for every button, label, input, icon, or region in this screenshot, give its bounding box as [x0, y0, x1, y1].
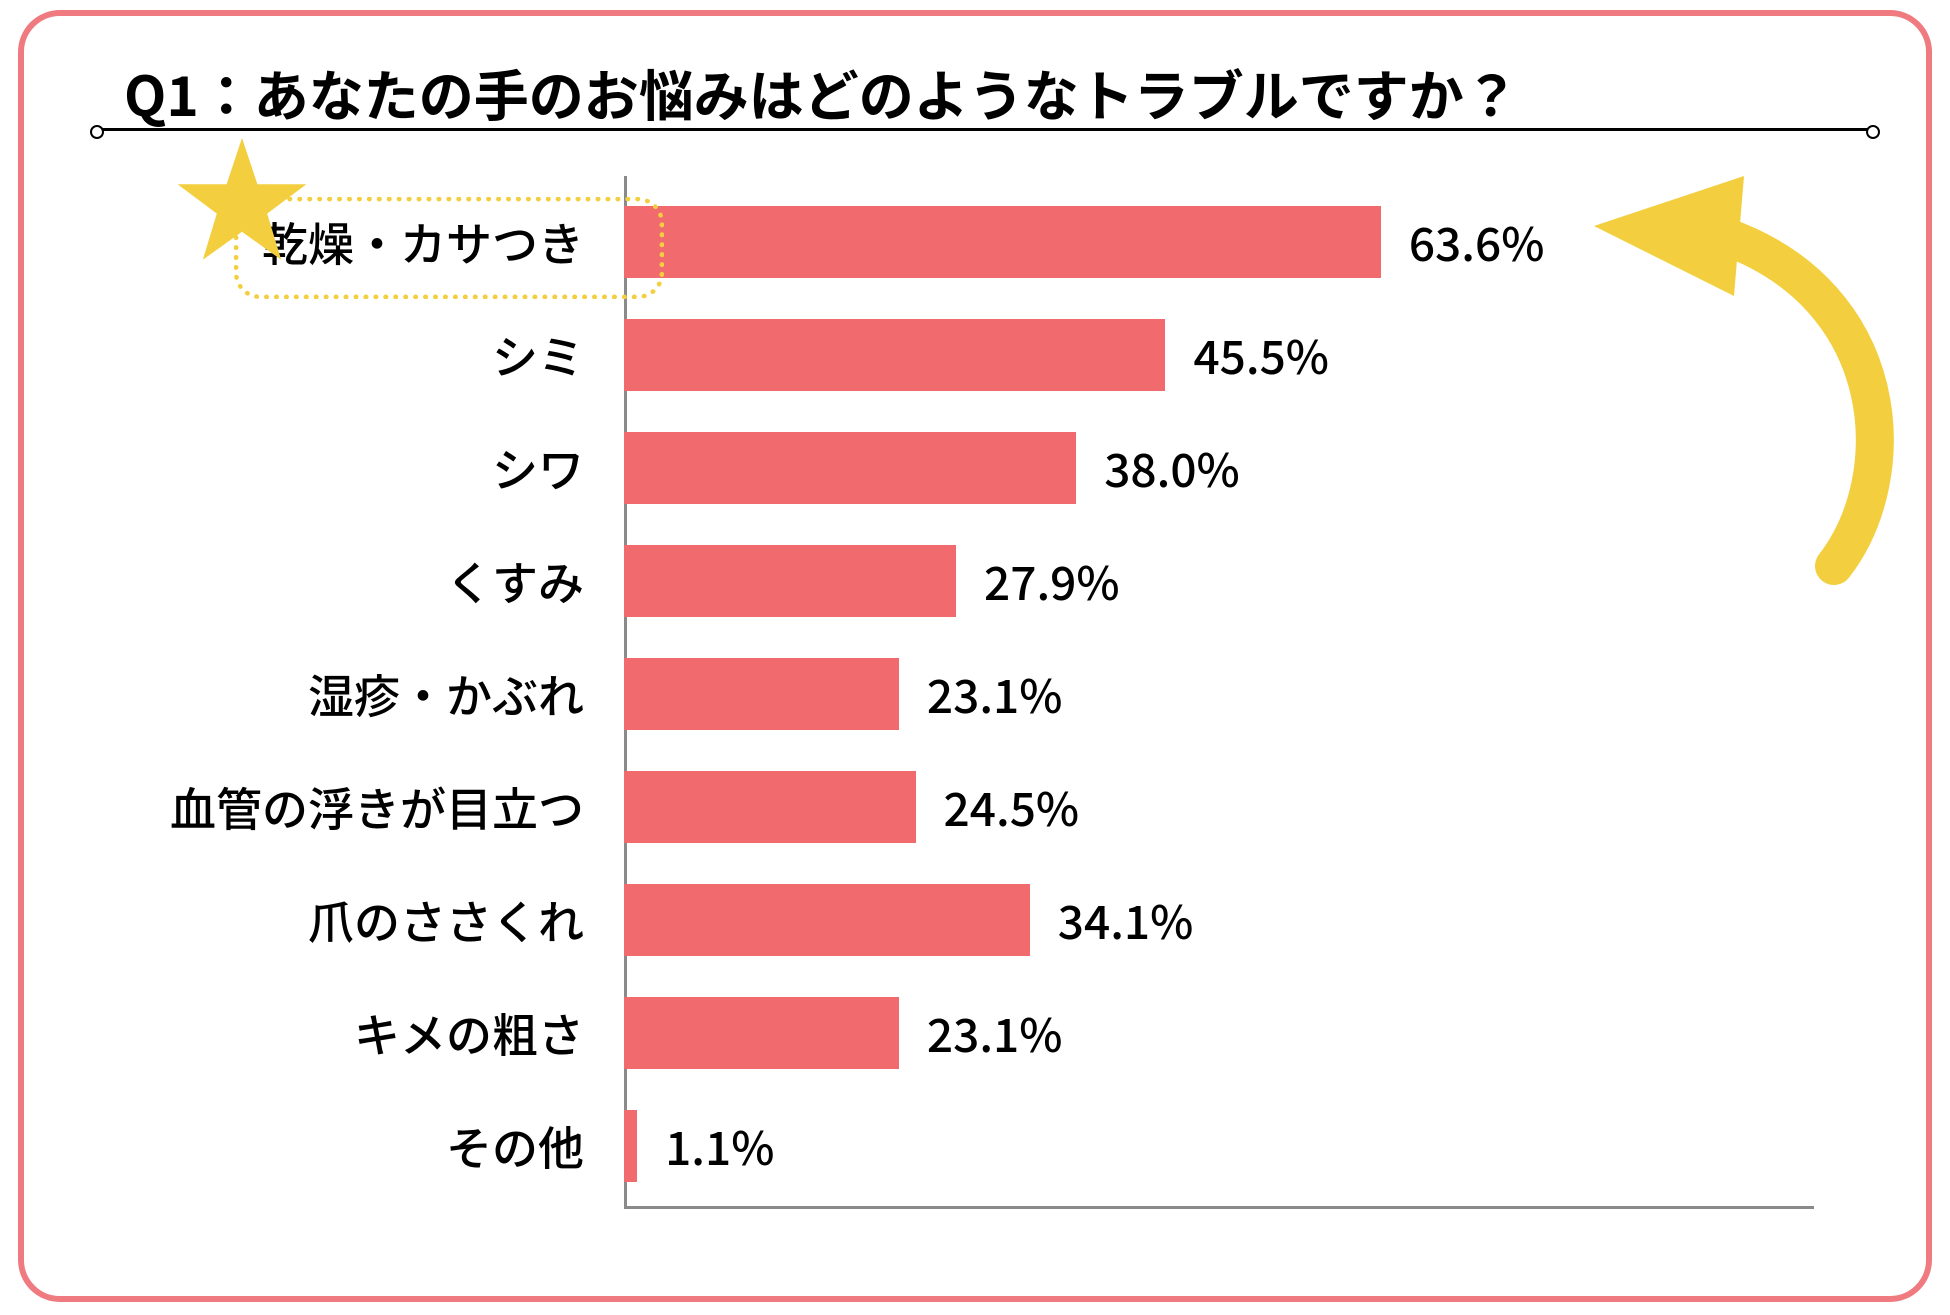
bar-row: 血管の浮きが目立つ24.5%: [624, 771, 1814, 843]
value-label: 38.0%: [1104, 435, 1240, 501]
value-label: 63.6%: [1409, 209, 1545, 275]
bar-row: その他1.1%: [624, 1110, 1814, 1182]
value-label: 1.1%: [665, 1113, 774, 1179]
value-label: 24.5%: [944, 774, 1080, 840]
bar-row: 爪のささくれ34.1%: [624, 884, 1814, 956]
category-label: キメの粗さ: [354, 1000, 624, 1066]
category-label: 血管の浮きが目立つ: [170, 774, 624, 840]
category-label: その他: [446, 1113, 624, 1179]
bar: [624, 771, 916, 843]
category-label: シワ: [492, 435, 624, 501]
bar: [624, 658, 899, 730]
bar: [624, 432, 1076, 504]
bar: [624, 884, 1030, 956]
question-title: Q1：あなたの手のお悩みはどのようなトラブルですか？: [124, 52, 1519, 132]
category-label: くすみ: [446, 548, 624, 614]
underline-dot-right: [1866, 125, 1880, 139]
underline-dot-left: [90, 125, 104, 139]
bar-row: 湿疹・かぶれ23.1%: [624, 658, 1814, 730]
x-axis: [624, 1206, 1814, 1209]
value-label: 45.5%: [1193, 322, 1329, 388]
category-label: 湿疹・かぶれ: [308, 661, 624, 727]
value-label: 27.9%: [984, 548, 1120, 614]
value-label: 23.1%: [927, 1000, 1063, 1066]
value-label: 34.1%: [1058, 887, 1194, 953]
bar-row: キメの粗さ23.1%: [624, 997, 1814, 1069]
category-label: 爪のささくれ: [308, 887, 624, 953]
category-label: シミ: [492, 322, 624, 388]
bar: [624, 319, 1165, 391]
bar: [624, 997, 899, 1069]
bar: [624, 1110, 637, 1182]
curved-arrow-icon: [1534, 166, 1914, 586]
bar: [624, 545, 956, 617]
title-underline: [96, 128, 1874, 131]
bar: [624, 206, 1381, 278]
value-label: 23.1%: [927, 661, 1063, 727]
star-icon: [172, 131, 312, 271]
card-frame: Q1：あなたの手のお悩みはどのようなトラブルですか？ 乾燥・カサつき63.6%シ…: [18, 10, 1932, 1302]
